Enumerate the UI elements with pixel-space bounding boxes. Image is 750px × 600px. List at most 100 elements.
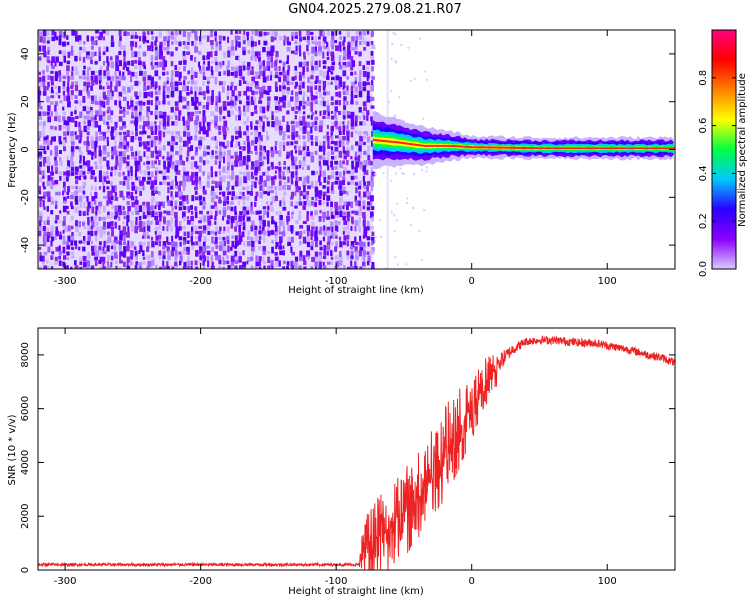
noise-cell: [298, 90, 302, 95]
noise-cell: [282, 185, 287, 190]
noise-cell: [70, 90, 74, 96]
noise-cell: [98, 70, 102, 76]
noise-cell: [251, 30, 254, 35]
noise-cell: [154, 226, 159, 232]
noise-cell: [331, 121, 334, 129]
noise-cell: [306, 121, 311, 128]
noise-cell: [290, 225, 294, 232]
noise-cell: [139, 65, 142, 72]
noise-cell: [290, 150, 293, 156]
noise-cell: [70, 131, 74, 137]
noise-cell: [330, 231, 335, 239]
noise-cell: [238, 106, 241, 112]
noise-cell: [102, 171, 107, 177]
noise-cell: [194, 206, 198, 211]
noise-cell: [51, 56, 55, 63]
noise-dot: [385, 267, 388, 269]
noise-cell: [298, 135, 301, 140]
noise-cell: [246, 105, 250, 112]
noise-cell: [98, 260, 102, 265]
noise-cell: [326, 241, 331, 246]
noise-cell: [307, 185, 311, 190]
noise-cell: [359, 141, 364, 146]
noise-cell: [135, 131, 138, 137]
noise-cell: [274, 166, 279, 170]
noise-cell: [111, 185, 115, 193]
noise-cell: [335, 215, 339, 219]
noise-cell: [262, 206, 267, 210]
noise-cell: [207, 215, 211, 222]
noise-cell: [214, 80, 217, 85]
noise-dot: [373, 172, 376, 175]
noise-cell: [366, 81, 371, 86]
noise-cell: [198, 145, 202, 150]
noise-cell: [251, 175, 255, 180]
noise-cell: [291, 135, 296, 140]
noise-cell: [146, 146, 151, 152]
noise-cell: [138, 81, 141, 85]
noise-cell: [67, 101, 71, 108]
noise-cell: [219, 115, 222, 122]
noise-cell: [330, 146, 334, 151]
noise-cell: [86, 196, 89, 202]
noise-cell: [222, 266, 225, 269]
noise-cell: [174, 86, 179, 92]
noise-cell: [142, 215, 147, 219]
noise-cell: [326, 131, 329, 136]
noise-cell: [306, 190, 310, 195]
noise-cell: [91, 120, 95, 128]
noise-cell: [47, 60, 51, 64]
noise-cell: [226, 195, 229, 201]
noise-cell: [314, 95, 318, 100]
noise-cell: [82, 76, 87, 80]
noise-cell: [210, 205, 215, 209]
noise-cell: [167, 101, 171, 105]
noise-cell: [178, 131, 181, 137]
noise-cell: [42, 91, 47, 96]
noise-cell: [370, 105, 375, 109]
noise-cell: [239, 176, 242, 183]
noise-cell: [187, 111, 191, 116]
noise-cell: [255, 160, 259, 167]
noise-cell: [342, 186, 346, 193]
noise-cell: [114, 191, 117, 197]
noise-cell: [62, 230, 65, 234]
noise-cell: [190, 66, 194, 74]
noise-cell: [234, 105, 237, 111]
noise-cell: [102, 136, 105, 142]
noise-cell: [99, 165, 103, 170]
noise-cell: [223, 106, 227, 111]
noise-cell: [127, 170, 130, 177]
noise-cell: [143, 151, 146, 157]
noise-cell: [158, 201, 163, 207]
noise-cell: [370, 160, 374, 166]
noise-cell: [283, 166, 287, 170]
noise-cell: [315, 226, 318, 234]
noise-cell: [254, 96, 257, 104]
noise-cell: [310, 61, 313, 67]
noise-cell: [322, 150, 326, 156]
noise-cell: [350, 241, 355, 248]
noise-cell: [126, 261, 129, 268]
noise-cell: [259, 266, 262, 269]
noise-cell: [75, 170, 79, 175]
noise-cell: [242, 195, 246, 200]
noise-cell: [39, 220, 42, 227]
noise-cell: [154, 140, 157, 147]
noise-cell: [182, 85, 187, 92]
noise-cell: [91, 251, 95, 256]
noise-cell: [291, 215, 294, 220]
noise-cell: [362, 205, 366, 210]
noise-cell: [135, 216, 138, 222]
noise-cell: [166, 121, 170, 127]
noise-cell: [98, 186, 101, 190]
noise-cell: [107, 106, 111, 112]
noise-cell: [311, 70, 315, 75]
noise-cell: [138, 36, 142, 42]
noise-cell: [322, 200, 325, 205]
noise-cell: [194, 41, 197, 47]
noise-cell: [351, 210, 355, 214]
noise-cell: [122, 210, 127, 216]
noise-cell: [350, 56, 354, 61]
noise-cell: [122, 156, 127, 164]
